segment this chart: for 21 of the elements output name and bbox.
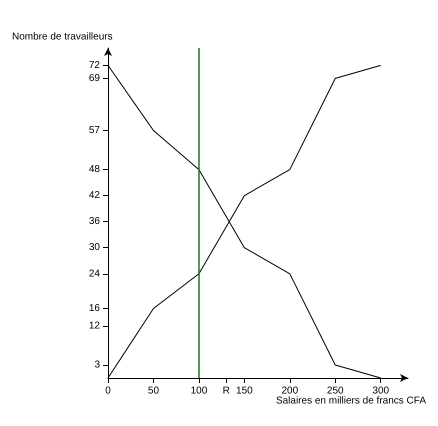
x-tick-label: 100 [190, 386, 208, 396]
y-tick-label: 12 [88, 320, 100, 332]
y-tick-label: 57 [88, 125, 100, 136]
y-tick-label: 24 [88, 268, 100, 280]
y-axis-title: Nombre de travailleurs [12, 32, 113, 42]
y-tick-label: 48 [88, 164, 100, 176]
y-tick-label: 42 [88, 190, 100, 202]
y-tick-label: 16 [88, 303, 100, 314]
x-tick-label: 150 [236, 386, 254, 396]
x-tick-label: 200 [281, 386, 299, 396]
x-tick-label: R [222, 386, 230, 396]
x-tick-label: 300 [372, 386, 390, 396]
x-tick-label: 250 [326, 386, 344, 396]
x-axis-title: Salaires en milliers de francs CFA [276, 396, 426, 406]
y-tick-label: 69 [88, 72, 100, 84]
y-tick-label: 3 [94, 359, 100, 370]
x-tick-label: 0 [105, 386, 112, 396]
y-tick-label: 30 [88, 242, 100, 254]
x-tick-label: 50 [148, 386, 160, 396]
y-tick-label: 72 [88, 60, 100, 71]
y-tick-label: 36 [88, 216, 100, 228]
